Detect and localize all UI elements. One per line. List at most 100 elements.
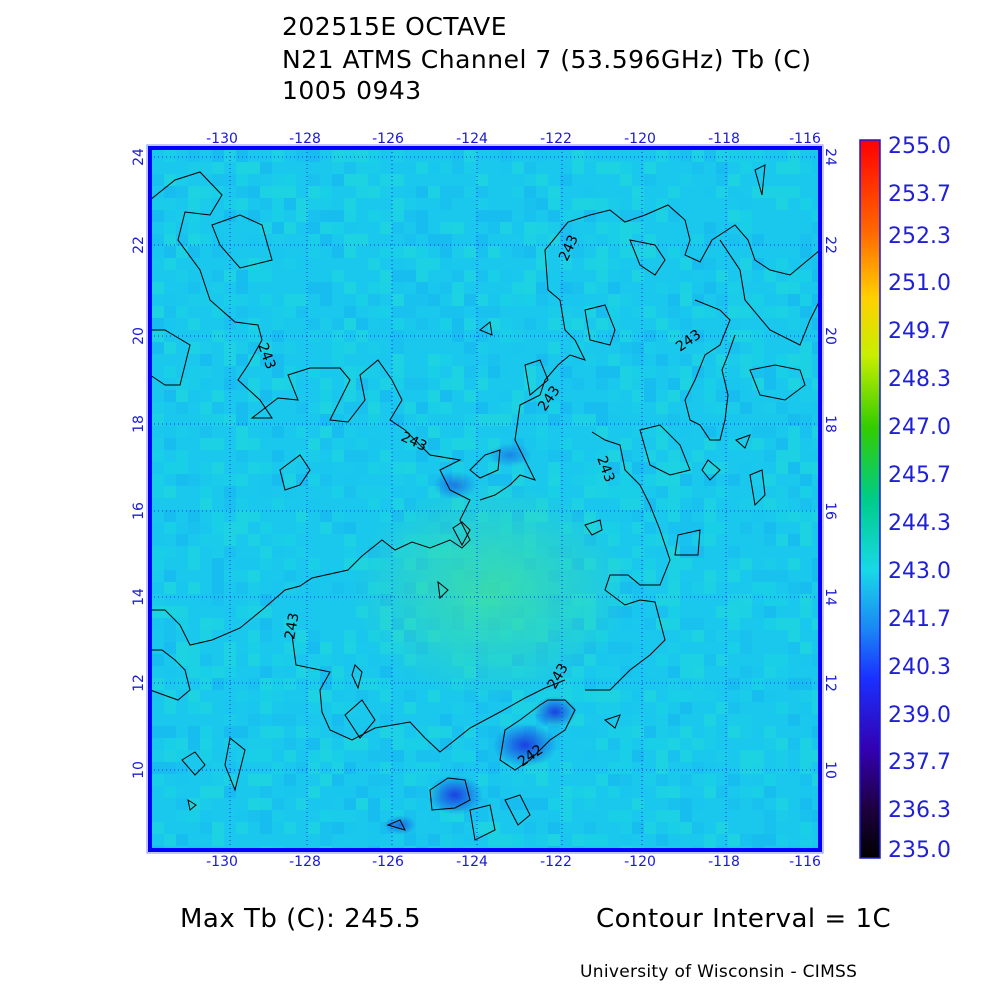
field-pixel [296, 510, 308, 522]
field-pixel [368, 342, 380, 354]
field-pixel [716, 726, 728, 738]
field-pixel [668, 834, 680, 846]
field-pixel [500, 318, 512, 330]
field-pixel [356, 486, 368, 498]
field-pixel [512, 846, 524, 848]
field-pixel [176, 450, 188, 462]
field-pixel [344, 534, 356, 546]
field-pixel [644, 390, 656, 402]
field-pixel [236, 726, 248, 738]
field-pixel [608, 234, 620, 246]
field-pixel [788, 186, 800, 198]
field-pixel [584, 402, 596, 414]
field-pixel [248, 774, 260, 786]
field-pixel [164, 834, 176, 846]
field-pixel [236, 270, 248, 282]
field-pixel [560, 786, 572, 798]
field-pixel [392, 342, 404, 354]
field-pixel [812, 438, 818, 450]
field-pixel [200, 534, 212, 546]
field-pixel [368, 162, 380, 174]
field-pixel [536, 222, 548, 234]
field-pixel [692, 306, 704, 318]
field-pixel [296, 210, 308, 222]
field-pixel [380, 306, 392, 318]
field-pixel [668, 498, 680, 510]
field-pixel [740, 786, 752, 798]
field-pixel [668, 306, 680, 318]
field-pixel [308, 690, 320, 702]
field-pixel [512, 834, 524, 846]
field-pixel [776, 282, 788, 294]
field-pixel [332, 270, 344, 282]
field-pixel [260, 186, 272, 198]
field-pixel [812, 318, 818, 330]
field-pixel [500, 846, 512, 848]
field-pixel [692, 534, 704, 546]
field-pixel [344, 654, 356, 666]
field-pixel [188, 210, 200, 222]
field-pixel [680, 174, 692, 186]
field-pixel [512, 774, 524, 786]
field-pixel [716, 270, 728, 282]
field-pixel [236, 582, 248, 594]
field-pixel [356, 678, 368, 690]
field-pixel [200, 486, 212, 498]
field-pixel [584, 834, 596, 846]
field-pixel [764, 558, 776, 570]
field-pixel [548, 186, 560, 198]
field-pixel [572, 414, 584, 426]
field-pixel [236, 570, 248, 582]
field-pixel [188, 666, 200, 678]
field-pixel [416, 378, 428, 390]
field-pixel [752, 342, 764, 354]
field-pixel [668, 366, 680, 378]
contour-small-6 [524, 359, 549, 396]
field-pixel [164, 690, 176, 702]
colorbar-label: 243.0 [888, 559, 951, 584]
field-pixel [680, 582, 692, 594]
field-pixel [752, 186, 764, 198]
field-pixel [680, 378, 692, 390]
field-pixel [212, 462, 224, 474]
field-pixel [704, 522, 716, 534]
field-pixel [392, 738, 404, 750]
field-pixel [788, 462, 800, 474]
field-pixel [668, 198, 680, 210]
field-pixel [740, 750, 752, 762]
field-pixel [332, 414, 344, 426]
field-pixel [428, 762, 440, 774]
field-pixel [320, 654, 332, 666]
field-pixel [428, 258, 440, 270]
field-pixel [176, 834, 188, 846]
field-pixel [332, 426, 344, 438]
field-pixel [164, 750, 176, 762]
field-pixel [344, 486, 356, 498]
contour-small-2 [452, 521, 471, 547]
field-pixel [680, 630, 692, 642]
field-pixel [704, 714, 716, 726]
field-pixel [464, 762, 476, 774]
field-pixel [500, 414, 512, 426]
field-pixel [716, 750, 728, 762]
field-pixel [200, 522, 212, 534]
contour-small-10 [701, 459, 721, 481]
field-pixel [428, 282, 440, 294]
field-pixel [176, 618, 188, 630]
field-pixel [656, 618, 668, 630]
field-pixel [728, 282, 740, 294]
field-pixel [764, 522, 776, 534]
field-pixel [188, 150, 200, 162]
field-pixel [200, 666, 212, 678]
field-pixel [620, 210, 632, 222]
field-pixel [596, 282, 608, 294]
field-pixel [548, 210, 560, 222]
field-pixel [236, 438, 248, 450]
field-pixel [152, 486, 164, 498]
field-pixel [416, 270, 428, 282]
field-pixel [152, 822, 164, 834]
field-pixel [308, 750, 320, 762]
field-pixel [344, 642, 356, 654]
field-pixel [152, 402, 164, 414]
